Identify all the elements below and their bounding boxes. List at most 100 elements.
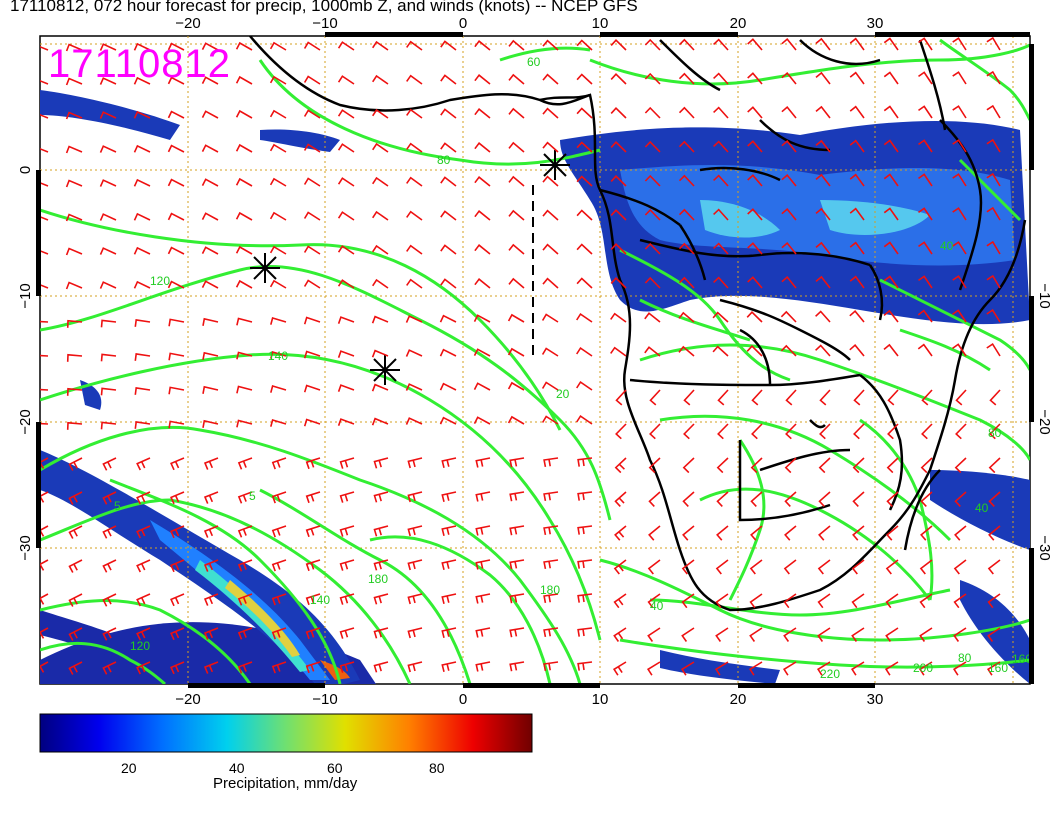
wind-barb: [203, 491, 219, 504]
wind-barb: [372, 210, 389, 221]
wind-barb: [952, 207, 967, 221]
wind-barb: [815, 105, 831, 119]
height-contours: [40, 38, 1030, 684]
wind-barb: [682, 491, 695, 507]
left-tick-label: −30: [17, 535, 34, 560]
wind-barb: [681, 593, 695, 609]
wind-barb: [747, 72, 763, 85]
wind-barb: [508, 39, 525, 51]
contour-label: 20: [556, 387, 570, 401]
wind-barb: [717, 423, 729, 440]
wind-barb: [371, 383, 389, 392]
wind-barb: [440, 142, 457, 153]
wind-barb: [507, 381, 525, 391]
wind-barb: [40, 320, 49, 323]
wind-barb: [815, 310, 831, 323]
wind-barb: [849, 310, 865, 323]
wind-barb: [815, 344, 831, 357]
wind-barb: [439, 314, 457, 323]
contour-label: 40: [975, 501, 989, 515]
wind-barb: [682, 525, 695, 541]
wind-barb: [853, 389, 865, 406]
wind-barb: [303, 177, 321, 187]
wind-barb: [303, 245, 321, 255]
wind-barb: [474, 40, 491, 51]
wind-barb: [303, 143, 321, 153]
wind-barb: [473, 314, 491, 323]
wind-barb: [236, 419, 253, 428]
left-axis: 0 −10 −20 −30: [17, 166, 41, 561]
wind-barb: [610, 175, 627, 187]
wind-barb: [133, 76, 151, 85]
wind-barb: [987, 593, 1001, 609]
wind-barb: [576, 141, 593, 153]
wind-barb: [783, 559, 797, 575]
wind-barb: [507, 415, 525, 425]
wind-barb: [681, 559, 695, 575]
wind-barb: [237, 661, 253, 674]
colorbar-tick-label: 60: [327, 760, 343, 776]
wind-barb: [203, 457, 219, 470]
wind-barb: [988, 457, 1001, 474]
wind-barb: [647, 627, 661, 642]
wind-barb: [167, 212, 185, 221]
wind-barb: [751, 423, 763, 440]
wind-barb: [102, 593, 117, 607]
wind-barb: [305, 593, 321, 606]
wind-barb: [819, 423, 831, 440]
contour-label: 200: [913, 661, 933, 675]
wind-barb: [371, 349, 389, 358]
wind-barb: [99, 77, 117, 85]
top-tick-label: 0: [459, 15, 467, 32]
wind-barb: [102, 491, 117, 505]
wind-barb: [339, 593, 355, 605]
wind-barb: [747, 276, 763, 289]
wind-barb: [952, 71, 967, 85]
contour-label: 80: [988, 426, 1002, 440]
top-tick-label: 30: [867, 15, 884, 32]
wind-barb: [886, 491, 899, 507]
wind-barb: [305, 661, 321, 674]
wind-barb: [883, 343, 899, 357]
wind-barb: [509, 627, 525, 638]
wind-barb: [648, 525, 661, 541]
wind-barb: [133, 280, 151, 289]
wind-barb: [921, 423, 933, 440]
wind-barb: [270, 384, 287, 393]
storm-markers: [250, 150, 570, 385]
wind-barb: [235, 245, 253, 255]
wind-barb: [236, 351, 253, 360]
wind-barb: [543, 491, 559, 502]
wind-barb: [815, 275, 831, 289]
wind-barb: [102, 559, 117, 573]
wind-barb: [712, 311, 729, 323]
wind-barb: [849, 37, 865, 51]
wind-barb: [917, 343, 933, 357]
contour-label: 180: [368, 572, 388, 586]
wind-barb: [405, 417, 423, 425]
wind-barb: [269, 245, 287, 255]
wind-barb: [746, 311, 763, 323]
wind-barb: [918, 241, 933, 255]
wind-barb: [235, 143, 253, 153]
wind-barb: [136, 593, 151, 607]
wind-barb: [439, 382, 457, 391]
wind-barb: [781, 241, 797, 255]
right-axis: −10 −20 −30: [1029, 44, 1053, 684]
wind-barb: [303, 109, 321, 119]
wind-barb: [713, 72, 729, 85]
wind-barb: [543, 525, 559, 536]
wind-barb: [678, 242, 695, 255]
wind-barb: [751, 389, 763, 406]
wind-barb: [170, 525, 185, 539]
wind-barb: [269, 177, 287, 187]
wind-barb: [509, 491, 525, 502]
wind-barb: [339, 627, 355, 639]
wind-barb: [955, 389, 967, 406]
wind-barb: [270, 316, 287, 325]
wind-barb: [373, 457, 389, 469]
wind-barb: [952, 309, 967, 323]
wind-barb: [782, 661, 797, 676]
wind-barb: [615, 389, 627, 406]
wind-barb: [954, 491, 967, 507]
